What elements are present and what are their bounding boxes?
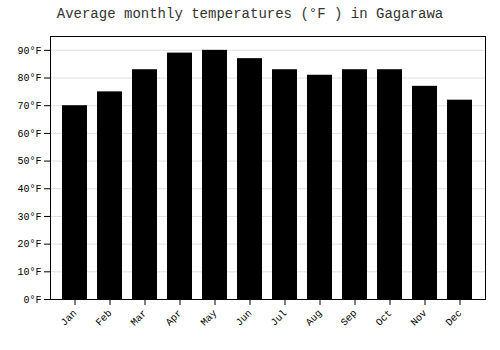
- svg-text:Aug: Aug: [304, 308, 325, 329]
- svg-text:90°F: 90°F: [17, 46, 41, 57]
- svg-text:Sep: Sep: [339, 308, 360, 329]
- svg-text:Jun: Jun: [234, 308, 255, 329]
- svg-text:60°F: 60°F: [17, 129, 41, 140]
- svg-text:20°F: 20°F: [17, 239, 41, 250]
- svg-text:70°F: 70°F: [17, 101, 41, 112]
- svg-text:80°F: 80°F: [17, 73, 41, 84]
- svg-text:Feb: Feb: [94, 308, 115, 329]
- svg-text:Oct: Oct: [374, 308, 395, 329]
- svg-text:Jul: Jul: [269, 308, 290, 329]
- svg-text:Nov: Nov: [409, 308, 430, 329]
- svg-text:Mar: Mar: [129, 308, 150, 329]
- svg-text:Jan: Jan: [59, 308, 80, 329]
- svg-text:30°F: 30°F: [17, 212, 41, 223]
- svg-text:0°F: 0°F: [23, 295, 41, 306]
- svg-text:Apr: Apr: [164, 308, 185, 329]
- html-text:Average monthly temperatures (: Average monthly temperatures (°F ) in Ga…: [56, 6, 444, 22]
- svg-text:May: May: [199, 308, 220, 329]
- svg-text:50°F: 50°F: [17, 156, 41, 167]
- svg-text:Dec: Dec: [444, 308, 465, 329]
- svg-text:10°F: 10°F: [17, 267, 41, 278]
- svg-text:40°F: 40°F: [17, 184, 41, 195]
